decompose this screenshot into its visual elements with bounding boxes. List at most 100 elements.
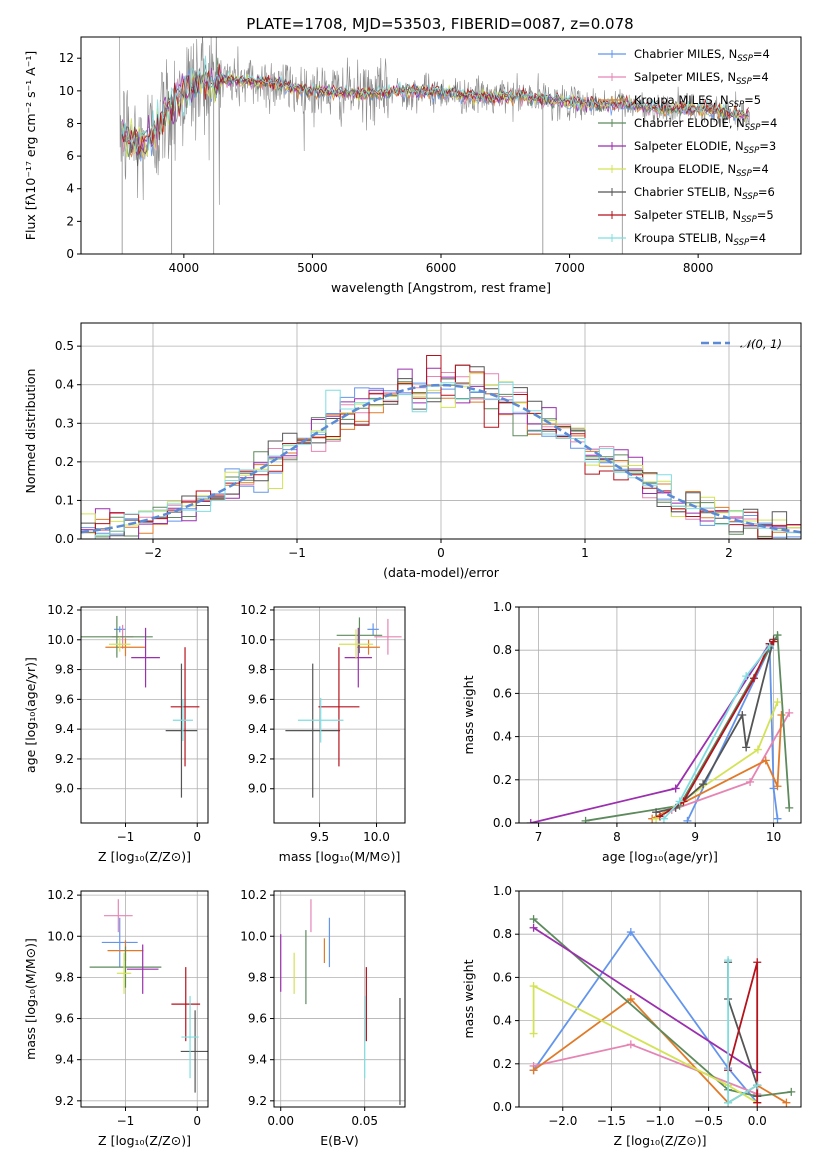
y-axis-label: mass weight xyxy=(461,959,476,1038)
weights-line-kroupa-stelib xyxy=(663,645,771,820)
weights-marker-salpeter-miles xyxy=(785,708,794,717)
histogram-kroupa-stelib xyxy=(81,381,801,539)
y-tick-label: 9.2 xyxy=(248,752,267,766)
axes-frame xyxy=(518,890,802,1108)
y-tick-label: 9.0 xyxy=(248,782,267,796)
y-tick-label: 0.4 xyxy=(493,730,512,744)
legend-label-kroupa-stelib: Kroupa STELIB, NSSP=4 xyxy=(634,231,766,248)
x-tick-label: −1 xyxy=(288,546,306,560)
y-tick-label: 0.4 xyxy=(55,378,74,392)
y-tick-label: 0.4 xyxy=(493,1014,512,1028)
x-tick-label: 0 xyxy=(193,830,201,844)
x-axis-label: Z [log₁₀(Z/Z⊙)] xyxy=(98,849,191,864)
weights-line-salpeter-elodie xyxy=(533,926,758,1074)
weights-marker-chabrier-elodie xyxy=(773,631,782,640)
chart-mass-vs-Z: −1 0 9.2 9.4 9.6 9.8 10.0 10.2 Z [log₁₀(Z/Z⊙)] ma… xyxy=(23,888,209,1148)
y-tick-label: 0.6 xyxy=(493,686,512,700)
axes-frame xyxy=(80,322,802,540)
y-tick-label: 10.0 xyxy=(47,633,74,647)
y-tick-label: 10.2 xyxy=(47,888,74,902)
weights-marker-kroupa-elodie xyxy=(529,982,538,991)
axes-frame xyxy=(80,890,209,1108)
chart-weights-vs-age: 7 8 9 10 0.0 0.2 0.4 0.6 0.8 1.0 age [log₁₀(age/yr… xyxy=(461,600,802,864)
x-axis-label: Z [log₁₀(Z/Z⊙)] xyxy=(98,1133,191,1148)
weights-marker-kroupa-stelib xyxy=(659,814,668,823)
weights-line-kroupa-miles xyxy=(651,714,783,820)
y-tick-label: 0 xyxy=(66,247,74,261)
plot-area xyxy=(89,899,208,1093)
x-tick-label: 10.0 xyxy=(363,830,390,844)
weights-marker-salpeter-miles xyxy=(746,777,755,786)
y-tick-label: 9.8 xyxy=(248,970,267,984)
weights-marker-chabrier-stelib xyxy=(742,743,751,752)
plot-area xyxy=(526,631,794,823)
y-tick-label: 10.0 xyxy=(47,929,74,943)
x-tick-label: −1 xyxy=(117,830,135,844)
y-tick-label: 9.2 xyxy=(55,1094,74,1108)
weights-marker-chabrier-miles xyxy=(773,814,782,823)
x-tick-label: −1.0 xyxy=(645,1114,674,1128)
chart-spectrum: 4000 5000 6000 7000 8000 0 2 4 6 8 10 12 wavelength … xyxy=(23,36,802,295)
chart-mass-vs-ebv: 0.00 0.05 9.2 9.4 9.6 9.8 10.0 10.2 E(B-V) xyxy=(240,888,406,1148)
y-tick-label: 0.5 xyxy=(55,339,74,353)
weights-marker-kroupa-stelib xyxy=(742,672,751,681)
weights-marker-chabrier-miles xyxy=(683,816,692,823)
y-tick-label: 9.8 xyxy=(55,970,74,984)
weights-marker-chabrier-elodie xyxy=(529,915,538,924)
weights-marker-chabrier-stelib xyxy=(699,780,708,789)
weights-line-salpeter-stelib xyxy=(659,640,775,818)
plot-area xyxy=(119,37,750,254)
legend-label-chabrier-miles: Chabrier MILES, NSSP=4 xyxy=(634,47,770,64)
legend-label-normal: 𝒩(0, 1) xyxy=(740,337,782,351)
y-axis-label: mass weight xyxy=(461,675,476,754)
y-tick-label: 0.8 xyxy=(493,927,512,941)
weights-line-chabrier-elodie xyxy=(585,632,791,822)
legend: 𝒩(0, 1) xyxy=(701,337,782,351)
y-tick-label: 0.0 xyxy=(493,1100,512,1114)
weights-line-chabrier-stelib xyxy=(727,962,759,1097)
x-tick-label: 0.05 xyxy=(351,1114,378,1128)
chart-weights-vs-Z: −2.0 −1.5 −1.0 −0.5 0.0 0.0 0.2 0.4 0.6 0.8 1.0 Z [… xyxy=(461,884,802,1148)
x-tick-label: 0 xyxy=(193,1114,201,1128)
weights-marker-kroupa-miles xyxy=(782,1098,791,1107)
normal-distribution-line xyxy=(81,383,801,534)
y-tick-label: 10.2 xyxy=(240,603,267,617)
x-tick-label: 4000 xyxy=(169,261,200,275)
weights-marker-kroupa-stelib xyxy=(675,797,684,806)
y-tick-label: 6 xyxy=(66,149,74,163)
weights-marker-salpeter-elodie xyxy=(526,819,535,823)
y-tick-label: 9.0 xyxy=(55,782,74,796)
weights-marker-kroupa-stelib xyxy=(724,956,733,965)
weights-marker-chabrier-stelib xyxy=(652,808,661,817)
y-tick-label: 0.3 xyxy=(55,416,74,430)
axes-frame xyxy=(80,36,802,255)
x-tick-label: 0.0 xyxy=(748,1114,767,1128)
x-tick-label: −1 xyxy=(117,1114,135,1128)
y-tick-label: 9.4 xyxy=(55,722,74,736)
chart-age-vs-Z: −1 0 9.0 9.2 9.4 9.6 9.8 10.0 10.2 Z [log₁₀(Z/Z⊙)… xyxy=(23,603,209,864)
x-tick-label: 0.00 xyxy=(267,1114,294,1128)
weights-marker-chabrier-miles xyxy=(626,928,635,937)
x-tick-label: 9 xyxy=(691,830,699,844)
chart-age-vs-mass: 9.5 10.0 9.0 9.2 9.4 9.6 9.8 10.0 10.2 mass [log₁… xyxy=(240,603,406,864)
weights-marker-chabrier-stelib xyxy=(738,711,747,719)
weights-marker-salpeter-elodie xyxy=(671,784,680,793)
y-tick-label: 9.4 xyxy=(248,1053,267,1067)
y-tick-label: 0.8 xyxy=(493,643,512,657)
axes-frame xyxy=(80,606,209,824)
y-tick-label: 10.2 xyxy=(240,888,267,902)
weights-marker-kroupa-miles xyxy=(761,756,770,765)
y-tick-label: 0.2 xyxy=(493,1057,512,1071)
y-tick-label: 10 xyxy=(59,84,74,98)
chart-residuals: −2 −1 0 1 2 0.0 0.1 0.2 0.3 0.4 0.5 (data-model)/er… xyxy=(23,322,802,580)
y-tick-label: 9.6 xyxy=(55,1012,74,1026)
y-axis-label: mass [log₁₀(M/M⊙)] xyxy=(23,938,38,1060)
y-tick-label: 9.6 xyxy=(55,692,74,706)
plot-area xyxy=(81,355,801,539)
x-tick-label: 6000 xyxy=(426,261,457,275)
weights-marker-salpeter-stelib xyxy=(753,958,762,967)
x-tick-label: 9.5 xyxy=(310,830,329,844)
axes-frame xyxy=(273,606,406,824)
y-tick-label: 9.6 xyxy=(248,1012,267,1026)
